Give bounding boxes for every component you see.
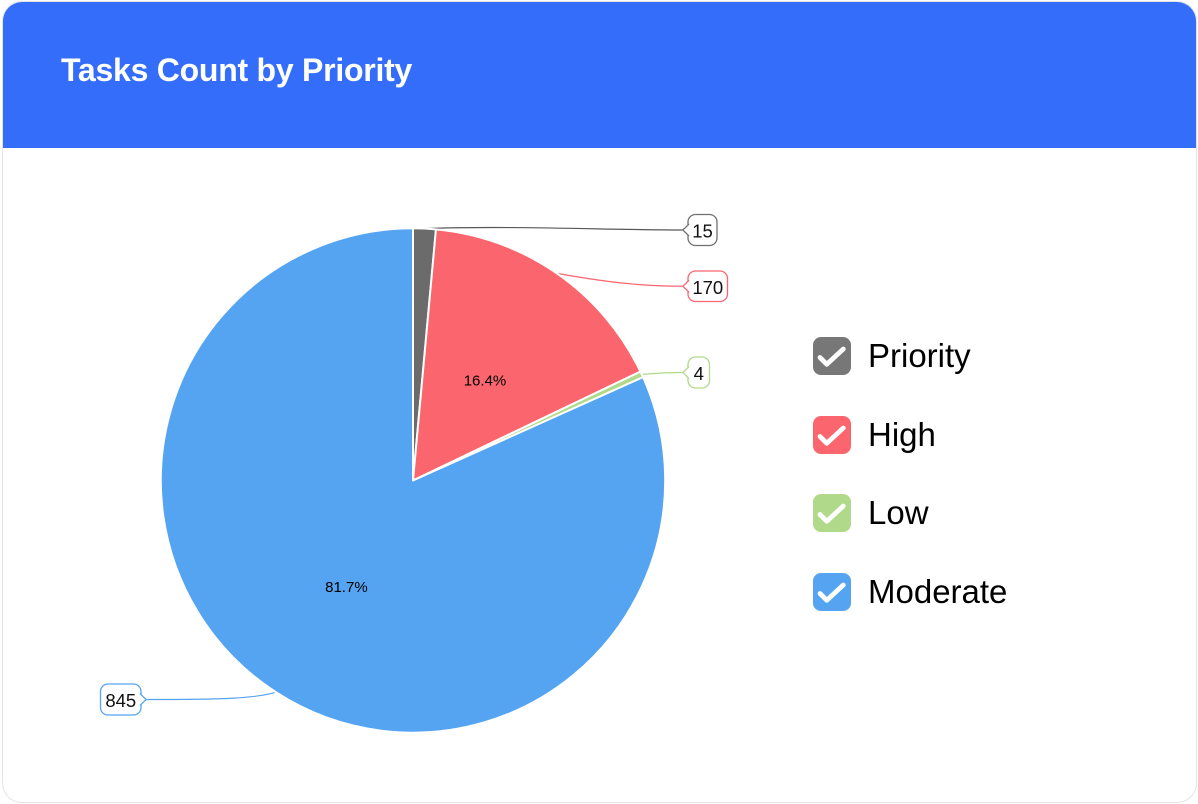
svg-text:170: 170	[692, 277, 723, 298]
svg-text:845: 845	[105, 690, 136, 711]
svg-text:15: 15	[692, 221, 713, 242]
svg-text:16.4%: 16.4%	[464, 372, 507, 389]
svg-text:81.7%: 81.7%	[325, 579, 368, 596]
svg-text:4: 4	[694, 363, 704, 384]
